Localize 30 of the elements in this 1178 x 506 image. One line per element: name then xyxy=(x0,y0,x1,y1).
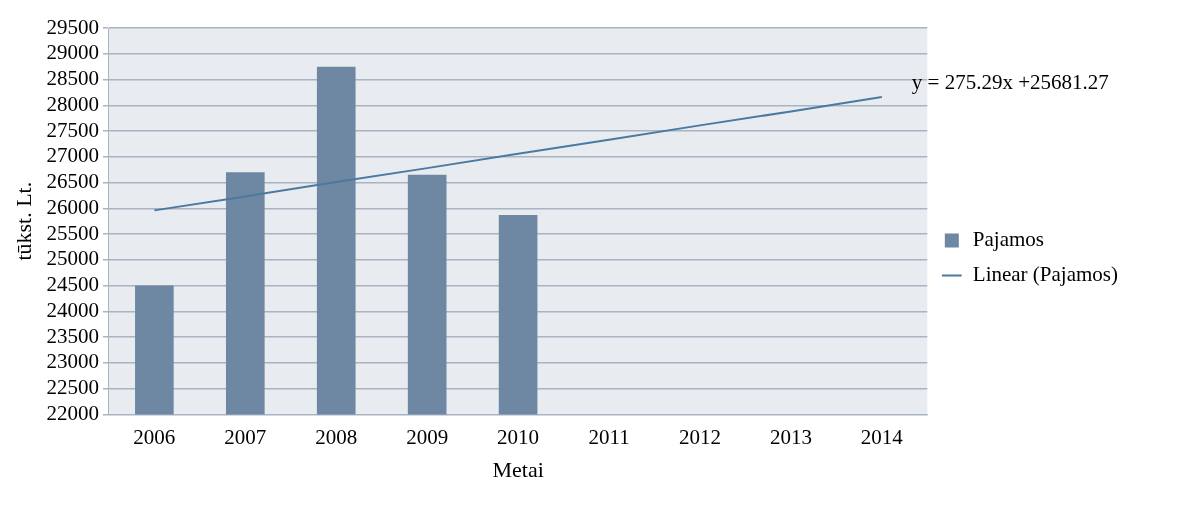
y-tick-label: 23000 xyxy=(46,349,99,374)
y-tick-label: 24500 xyxy=(46,272,99,297)
x-tick-label: 2010 xyxy=(497,424,540,449)
y-tick-label: 26000 xyxy=(46,194,99,219)
x-tick-label: 2011 xyxy=(588,424,630,449)
y-tick-label: 23500 xyxy=(46,323,99,348)
x-tick-label: 2012 xyxy=(678,424,721,449)
y-tick-label: 25500 xyxy=(46,220,99,245)
x-axis-title: Metai xyxy=(492,456,544,482)
y-tick-label: 28000 xyxy=(46,91,99,116)
y-tick-label: 29000 xyxy=(46,40,99,65)
x-tick-label: 2007 xyxy=(224,424,267,449)
y-tick-label: 26500 xyxy=(46,169,99,194)
y-tick-label: 22000 xyxy=(46,400,99,425)
y-tick-label: 24000 xyxy=(46,297,99,322)
y-tick-label: 25000 xyxy=(46,246,99,271)
y-tick-label: 29500 xyxy=(46,14,99,39)
y-tick-label: 27000 xyxy=(46,143,99,168)
x-tick-label: 2014 xyxy=(860,424,904,449)
y-tick-label: 27500 xyxy=(46,117,99,142)
x-tick-label: 2006 xyxy=(133,424,176,449)
legend-label: Linear (Pajamos) xyxy=(972,262,1119,287)
y-tick-label: 22500 xyxy=(46,375,99,400)
y-tick-label: 28500 xyxy=(46,66,99,91)
annotation: y = 275.29x +25681.27 xyxy=(911,69,1109,94)
x-tick-label: 2013 xyxy=(769,424,812,449)
x-tick-label: 2009 xyxy=(406,424,449,449)
y-axis-title: tūkst. Lt. xyxy=(10,181,36,261)
legend-label: Pajamos xyxy=(972,227,1044,252)
x-tick-label: 2008 xyxy=(315,424,358,449)
